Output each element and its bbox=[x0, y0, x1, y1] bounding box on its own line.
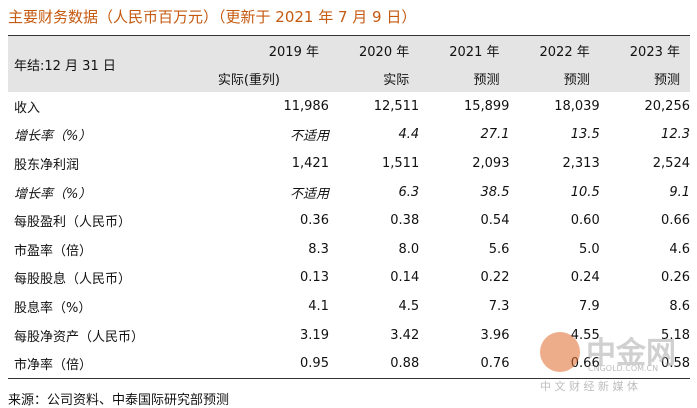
cell-value: 10.5 bbox=[570, 184, 600, 200]
watermark-brand: 中金网 bbox=[586, 336, 676, 371]
cell-value: 11,986 bbox=[283, 98, 329, 114]
cell-value: 0.58 bbox=[661, 356, 690, 372]
cell-value: 6.3 bbox=[398, 184, 420, 200]
table-body: 收入 11,986 12,511 15,899 18,039 20,256 增长率（%） 不适… bbox=[8, 92, 690, 378]
cell-value: 4.55 bbox=[570, 327, 600, 343]
cell-value: 5.6 bbox=[488, 241, 510, 257]
row-label: 股东净利润 bbox=[14, 157, 80, 173]
table-row: 收入 11,986 12,511 15,899 18,039 20,256 bbox=[8, 92, 690, 121]
cell-value: 不适用 bbox=[289, 186, 329, 202]
header-year: 2021 年 bbox=[449, 44, 500, 60]
cell-value: 4.6 bbox=[669, 241, 690, 257]
cell-value: 20,256 bbox=[644, 98, 691, 114]
table-header: 年结:12 月 31 日 2019 年 2020 年 2021 年 2022 年 2023… bbox=[8, 35, 690, 92]
table-row: 每股股息（人民币） 0.13 0.14 0.22 0.24 0.26 bbox=[8, 264, 690, 293]
source-note: 来源：公司资料、中泰国际研究部预测 bbox=[8, 393, 230, 408]
header-basis: 实际 bbox=[383, 72, 410, 88]
cell-value: 12,511 bbox=[373, 98, 420, 114]
cell-value: 0.24 bbox=[570, 270, 600, 286]
cell-value: 5.18 bbox=[661, 327, 690, 343]
cell-value: 0.38 bbox=[390, 213, 420, 229]
cell-value: 13.5 bbox=[570, 127, 600, 143]
cell-value: 15,899 bbox=[463, 98, 510, 114]
table-row: 市净率（倍） 0.95 0.88 0.76 0.66 0.58 bbox=[8, 349, 690, 378]
watermark-domain: CNGOLD.COM.CN bbox=[588, 364, 659, 373]
header-label: 年结:12 月 31 日 bbox=[14, 58, 116, 74]
cell-value: 0.22 bbox=[480, 270, 510, 286]
table-row: 股息率（%） 4.1 4.5 7.3 7.9 8.6 bbox=[8, 292, 690, 321]
cell-value: 2,313 bbox=[562, 155, 600, 171]
cell-value: 1,511 bbox=[382, 155, 420, 171]
header-year: 2022 年 bbox=[539, 44, 590, 60]
cell-value: 38.5 bbox=[480, 184, 510, 200]
table-row: 每股盈利（人民币） 0.36 0.38 0.54 0.60 0.66 bbox=[8, 206, 690, 235]
cell-value: 4.5 bbox=[398, 298, 420, 314]
header-row: 年结:12 月 31 日 2019 年 2020 年 2021 年 2022 年 2023… bbox=[8, 35, 690, 74]
table-row: 每股净资产（人民币） 3.19 3.42 3.96 4.55 5.18 bbox=[8, 321, 690, 350]
cell-value: 0.88 bbox=[390, 356, 420, 372]
title: 主要财务数据（人民币百万元）（更新于 2021 年 7 月 9 日） bbox=[8, 8, 417, 26]
row-label: 市净率（倍） bbox=[14, 358, 93, 374]
cell-value: 0.95 bbox=[300, 356, 329, 372]
header-year: 2020 年 bbox=[359, 44, 410, 60]
cell-value: 12.3 bbox=[661, 127, 690, 143]
table-row: 增长率（%） 不适用 4.4 27.1 13.5 12.3 bbox=[8, 121, 690, 150]
cell-value: 3.96 bbox=[480, 327, 510, 343]
row-label: 收入 bbox=[14, 100, 41, 116]
cell-value: 2,093 bbox=[472, 155, 510, 171]
cell-value: 0.66 bbox=[661, 213, 690, 229]
header-basis: 预测 bbox=[473, 72, 500, 88]
cell-value: 7.3 bbox=[488, 298, 510, 314]
watermark-tagline: 中 文 财 经 新 媒 体 bbox=[540, 380, 638, 393]
row-label: 每股净资产（人民币） bbox=[14, 329, 145, 345]
row-label: 增长率（%） bbox=[14, 129, 92, 145]
cell-value: 5.0 bbox=[579, 241, 600, 257]
row-label: 每股盈利（人民币） bbox=[14, 215, 132, 231]
cell-value: 9.1 bbox=[669, 184, 690, 200]
cell-value: 0.54 bbox=[480, 213, 510, 229]
header-basis: 实际(重列) bbox=[217, 72, 280, 88]
table-row: 市盈率（倍） 8.3 8.0 5.6 5.0 4.6 bbox=[8, 235, 690, 264]
table-row: 股东净利润 1,421 1,511 2,093 2,313 2,524 bbox=[8, 149, 690, 178]
cell-value: 3.19 bbox=[300, 327, 329, 343]
cell-value: 4.1 bbox=[308, 298, 329, 314]
row-label: 每股股息（人民币） bbox=[14, 272, 132, 288]
cell-value: 7.9 bbox=[579, 298, 600, 314]
cell-value: 4.4 bbox=[398, 127, 420, 143]
header-basis: 预测 bbox=[563, 72, 590, 88]
cell-value: 0.13 bbox=[300, 270, 329, 286]
cell-value: 0.36 bbox=[300, 213, 329, 229]
cell-value: 不适用 bbox=[289, 129, 329, 145]
cell-value: 0.76 bbox=[480, 356, 510, 372]
cell-value: 27.1 bbox=[480, 127, 510, 143]
cell-value: 0.26 bbox=[661, 270, 690, 286]
cell-value: 2,524 bbox=[652, 155, 690, 171]
watermark-logo bbox=[540, 332, 580, 372]
header-basis: 预测 bbox=[653, 72, 680, 88]
header-year: 2019 年 bbox=[268, 44, 319, 60]
cell-value: 1,421 bbox=[291, 155, 329, 171]
cell-value: 3.42 bbox=[390, 327, 420, 343]
financial-table: 年结:12 月 31 日 2019 年 2020 年 2021 年 2022 年 2023… bbox=[8, 35, 690, 379]
cell-value: 8.3 bbox=[308, 241, 329, 257]
cell-value: 0.60 bbox=[570, 213, 600, 229]
cell-value: 0.14 bbox=[390, 270, 420, 286]
cell-value: 18,039 bbox=[554, 98, 600, 114]
header-year: 2023 年 bbox=[629, 44, 680, 60]
row-label: 股息率（%） bbox=[14, 300, 92, 316]
row-label: 增长率（%） bbox=[14, 186, 92, 202]
table-row: 增长率（%） 不适用 6.3 38.5 10.5 9.1 bbox=[8, 178, 690, 207]
row-label: 市盈率（倍） bbox=[14, 243, 93, 259]
cell-value: 8.6 bbox=[669, 298, 690, 314]
cell-value: 8.0 bbox=[398, 241, 420, 257]
